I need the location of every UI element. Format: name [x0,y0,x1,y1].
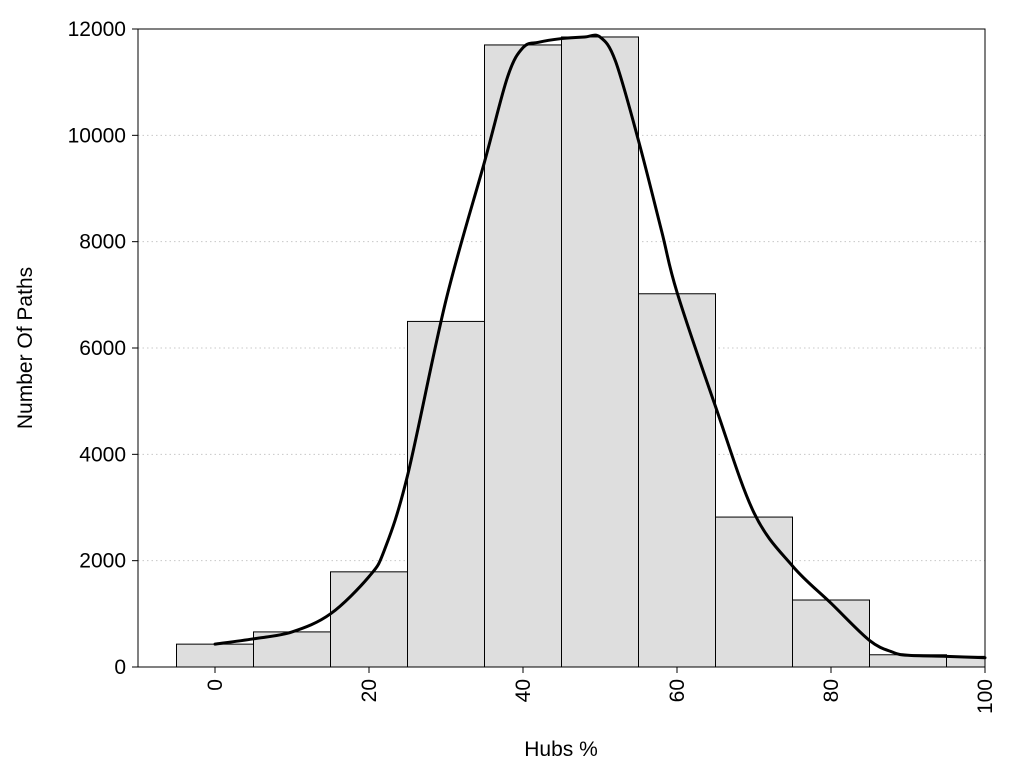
histogram-bar [330,571,408,668]
x-axis-title: Hubs % [524,738,598,761]
x-tick-label: 0 [204,679,227,691]
histogram-bar [484,44,562,668]
histogram-bar [792,599,870,668]
x-tick-label: 80 [820,679,843,702]
x-tick-label: 100 [974,679,997,714]
x-axis-ticks: 0 20 40 60 80 100 [204,667,997,714]
y-tick-label: 4000 [79,443,126,466]
histogram-bar [561,36,639,668]
histogram-bar [407,320,485,668]
y-axis-title: Number Of Paths [14,267,37,429]
histogram-bar [638,293,716,668]
histogram-bar [176,643,254,668]
x-tick-label: 20 [358,679,381,702]
y-tick-label: 10000 [68,124,126,147]
density-curve [213,33,987,660]
y-tick-label: 12000 [68,18,126,41]
y-tick-label: 0 [114,656,126,679]
histogram-bars [176,36,986,668]
x-tick-label: 40 [512,679,535,702]
y-tick-label: 8000 [79,231,126,254]
y-tick-label: 6000 [79,337,126,360]
histogram-bar [715,516,793,668]
y-axis-ticks: 0 2000 4000 6000 8000 10000 12000 [68,18,138,679]
y-tick-label: 2000 [79,550,126,573]
x-tick-label: 60 [666,679,689,702]
